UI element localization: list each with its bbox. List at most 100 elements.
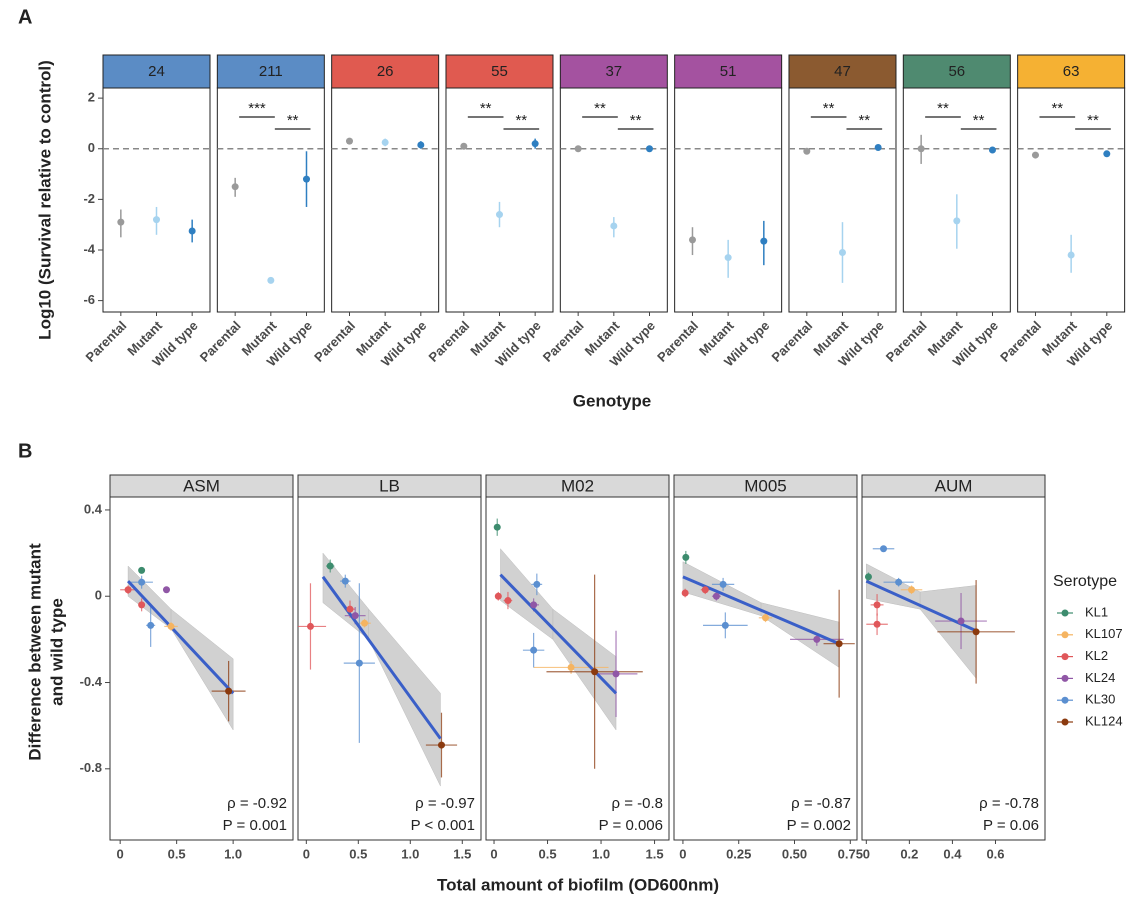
strip bbox=[331, 54, 440, 89]
x-tick-label: 0 bbox=[490, 846, 497, 861]
strip-label: M02 bbox=[561, 476, 594, 495]
x-tick-label: Parental bbox=[311, 318, 358, 365]
significance-label: ** bbox=[973, 112, 985, 129]
point bbox=[567, 663, 575, 671]
point bbox=[351, 612, 359, 620]
significance-label: *** bbox=[248, 100, 266, 117]
x-tick-label: 0.5 bbox=[349, 846, 367, 861]
x-tick-label: 1.5 bbox=[453, 846, 471, 861]
y-tick-label: -2 bbox=[83, 191, 95, 206]
point bbox=[803, 147, 811, 155]
point bbox=[1031, 151, 1039, 159]
point bbox=[326, 562, 334, 570]
significance-label: ** bbox=[937, 100, 949, 117]
point bbox=[873, 601, 881, 609]
significance-label: ** bbox=[594, 100, 606, 117]
panel-label: B bbox=[18, 440, 32, 462]
point bbox=[361, 619, 369, 627]
x-tick-label: 0.5 bbox=[168, 846, 186, 861]
point bbox=[267, 276, 275, 284]
point bbox=[701, 586, 709, 594]
x-tick-label: 1.5 bbox=[646, 846, 664, 861]
x-tick-label: Parental bbox=[425, 318, 472, 365]
x-tick-label: 0 bbox=[303, 846, 310, 861]
strip bbox=[216, 54, 325, 89]
x-tick-label: 0.75 bbox=[838, 846, 863, 861]
legend-key bbox=[1061, 631, 1069, 639]
legend-label: KL24 bbox=[1085, 670, 1115, 685]
point bbox=[721, 621, 729, 629]
x-tick-label: 1.0 bbox=[224, 846, 242, 861]
point bbox=[530, 601, 538, 609]
x-tick-label: 0.50 bbox=[782, 846, 807, 861]
x-tick-label: Parental bbox=[197, 318, 244, 365]
legend-key bbox=[1061, 653, 1069, 661]
panel bbox=[559, 87, 668, 313]
significance-label: ** bbox=[515, 112, 527, 129]
plot-area bbox=[298, 552, 458, 787]
p-value-label: P < 0.001 bbox=[411, 817, 475, 834]
legend-label: KL30 bbox=[1085, 692, 1115, 707]
point bbox=[610, 222, 618, 230]
legend-label: KL107 bbox=[1085, 626, 1123, 641]
x-tick-label: Parental bbox=[654, 318, 701, 365]
legend-key bbox=[1061, 718, 1069, 726]
point bbox=[1067, 251, 1075, 259]
panel bbox=[861, 496, 1046, 841]
y-tick-label: 2 bbox=[88, 90, 95, 105]
point bbox=[417, 141, 425, 149]
panel bbox=[1017, 87, 1126, 313]
plot-area bbox=[681, 550, 855, 698]
point bbox=[381, 138, 389, 146]
point bbox=[345, 137, 353, 145]
fit-line bbox=[126, 580, 235, 695]
x-tick-label: 1.0 bbox=[401, 846, 419, 861]
point bbox=[957, 617, 965, 625]
point bbox=[225, 687, 233, 695]
point bbox=[864, 573, 872, 581]
y-axis-title: Log10 (Survival relative to control) bbox=[35, 60, 54, 340]
fit-line bbox=[682, 575, 840, 646]
fit-line bbox=[865, 579, 977, 633]
strip-label: M005 bbox=[744, 476, 787, 495]
panel bbox=[331, 87, 440, 313]
correlation-label: ρ = -0.78 bbox=[979, 795, 1039, 812]
point bbox=[162, 586, 170, 594]
legend-title: Serotype bbox=[1053, 573, 1117, 590]
point bbox=[953, 217, 961, 225]
point bbox=[124, 586, 132, 594]
point bbox=[460, 142, 468, 150]
point bbox=[504, 597, 512, 605]
point bbox=[645, 145, 653, 153]
y-axis-title: Difference between mutant bbox=[25, 543, 44, 761]
point bbox=[908, 586, 916, 594]
x-tick-label: Parental bbox=[768, 318, 815, 365]
significance-label: ** bbox=[858, 112, 870, 129]
point bbox=[838, 249, 846, 257]
point bbox=[531, 140, 539, 148]
point bbox=[682, 553, 690, 561]
x-tick-label: Parental bbox=[997, 318, 1044, 365]
point bbox=[972, 628, 980, 636]
strip-label: 47 bbox=[834, 63, 851, 80]
point bbox=[117, 218, 125, 226]
point bbox=[530, 646, 538, 654]
point bbox=[719, 580, 727, 588]
significance-label: ** bbox=[480, 100, 492, 117]
x-axis-title: Total amount of biofilm (OD600nm) bbox=[437, 875, 719, 894]
point bbox=[306, 622, 314, 630]
legend-key bbox=[1061, 674, 1069, 682]
x-tick-label: 0.5 bbox=[538, 846, 556, 861]
point bbox=[895, 578, 903, 586]
p-value-label: P = 0.006 bbox=[599, 817, 663, 834]
point bbox=[873, 620, 881, 628]
point bbox=[355, 659, 363, 667]
significance-label: ** bbox=[1087, 112, 1099, 129]
legend-key bbox=[1061, 609, 1069, 617]
x-tick-label: 0.2 bbox=[900, 846, 918, 861]
legend-key bbox=[1061, 696, 1069, 704]
panel bbox=[445, 87, 554, 313]
point bbox=[813, 635, 821, 643]
point bbox=[988, 146, 996, 154]
